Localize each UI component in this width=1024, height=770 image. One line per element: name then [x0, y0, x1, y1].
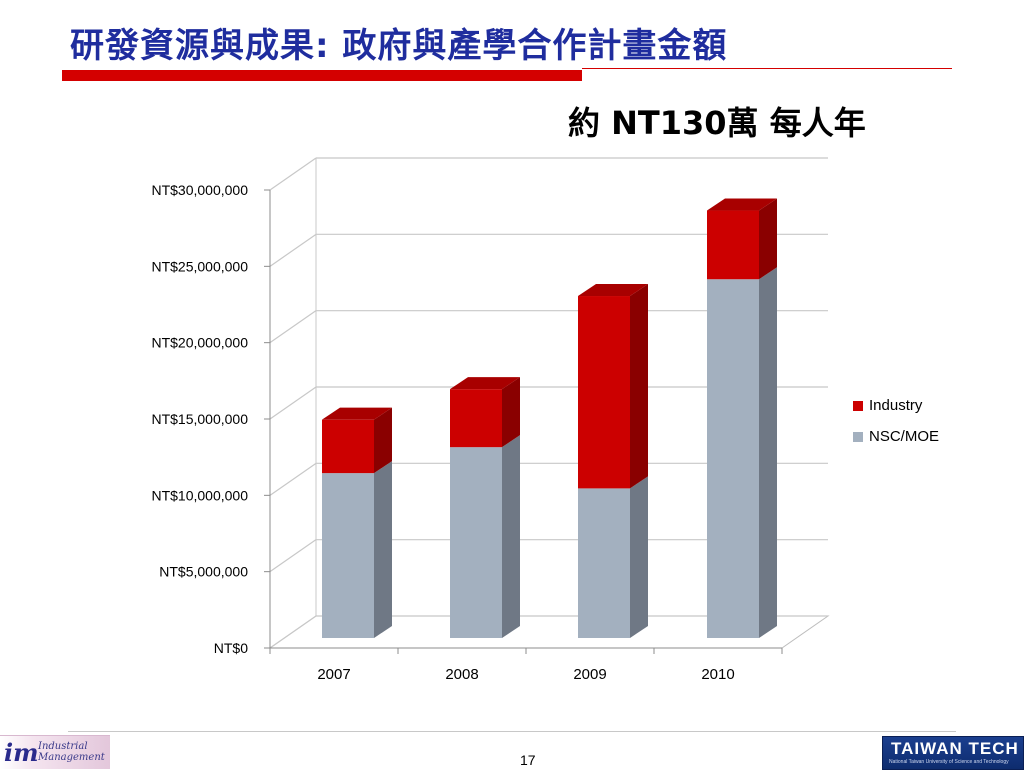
y-tick-label: NT$25,000,000: [151, 258, 248, 274]
slide-subtitle: 約 NT130萬 每人年: [568, 104, 866, 142]
y-tick-label: NT$5,000,000: [159, 564, 248, 580]
legend-item-industry: Industry: [853, 390, 939, 421]
bar-industry-2007: [322, 419, 374, 474]
chart-legend: Industry NSC/MOE: [853, 390, 939, 452]
taiwan-tech-name: TAIWAN TECH: [891, 739, 1019, 758]
bar-side-nsc-moe-2007: [374, 461, 392, 638]
bar-top-industry-2010: [707, 198, 777, 211]
bar-nsc-moe-2010: [707, 279, 759, 638]
bar-top-industry-2007: [322, 407, 392, 420]
legend-swatch-industry: [853, 400, 863, 411]
taiwan-tech-subtitle: National Taiwan University of Science an…: [889, 759, 1009, 765]
x-tick-label: 2010: [701, 666, 734, 683]
bar-side-nsc-moe-2010: [759, 267, 777, 638]
bar-nsc-moe-2008: [450, 447, 502, 638]
bar-side-industry-2008: [502, 377, 520, 448]
gridline-side: [269, 157, 317, 191]
footer-divider: [68, 731, 956, 732]
slide-title: 研發資源與成果: 政府與產學合作計畫金額: [70, 26, 728, 66]
x-tick-label: 2008: [445, 666, 478, 683]
gridline-side: [269, 615, 317, 649]
bar-industry-2008: [450, 389, 502, 448]
gridline-side: [269, 462, 317, 496]
legend-label-nsc-moe: NSC/MOE: [869, 428, 940, 445]
bar-industry-2009: [578, 296, 630, 489]
bar-side-industry-2009: [630, 284, 648, 489]
y-tick-label: NT$10,000,000: [151, 487, 248, 503]
taiwan-tech-logo: TAIWAN TECH National Taiwan University o…: [882, 736, 1024, 770]
title-underline: [582, 68, 952, 69]
legend-item-nsc-moe: NSC/MOE: [853, 421, 939, 452]
y-tick-label: NT$30,000,000: [151, 182, 248, 198]
y-tick-label: NT$0: [214, 640, 248, 656]
legend-swatch-nsc-moe: [853, 431, 863, 442]
bar-side-nsc-moe-2008: [502, 435, 520, 638]
page-number: 17: [520, 752, 536, 768]
title-accent-bar: [62, 70, 582, 81]
logo-text-line1: Industrial: [38, 741, 88, 752]
logo-text-line2: Management: [38, 752, 105, 763]
gridline-side: [269, 386, 317, 420]
logo-text: Industrial Management: [38, 741, 105, 763]
gridline-side: [269, 310, 317, 344]
bar-side-industry-2010: [759, 198, 777, 280]
y-tick-label: NT$15,000,000: [151, 411, 248, 427]
legend-label-industry: Industry: [869, 397, 923, 414]
x-tick-label: 2009: [573, 666, 606, 683]
gridline-side: [269, 539, 317, 573]
logo-mark: im: [4, 738, 39, 767]
bar-nsc-moe-2007: [322, 473, 374, 638]
bar-industry-2010: [707, 210, 759, 280]
bar-side-nsc-moe-2009: [630, 476, 648, 638]
bar-top-industry-2009: [578, 284, 648, 297]
bar-top-industry-2008: [450, 377, 520, 390]
gridline-side: [269, 233, 317, 267]
bar-nsc-moe-2009: [578, 488, 630, 638]
industrial-management-logo: im Industrial Management: [0, 735, 110, 769]
x-tick-label: 2007: [317, 666, 350, 683]
bar-side-industry-2007: [374, 407, 392, 474]
y-tick-label: NT$20,000,000: [151, 335, 248, 351]
